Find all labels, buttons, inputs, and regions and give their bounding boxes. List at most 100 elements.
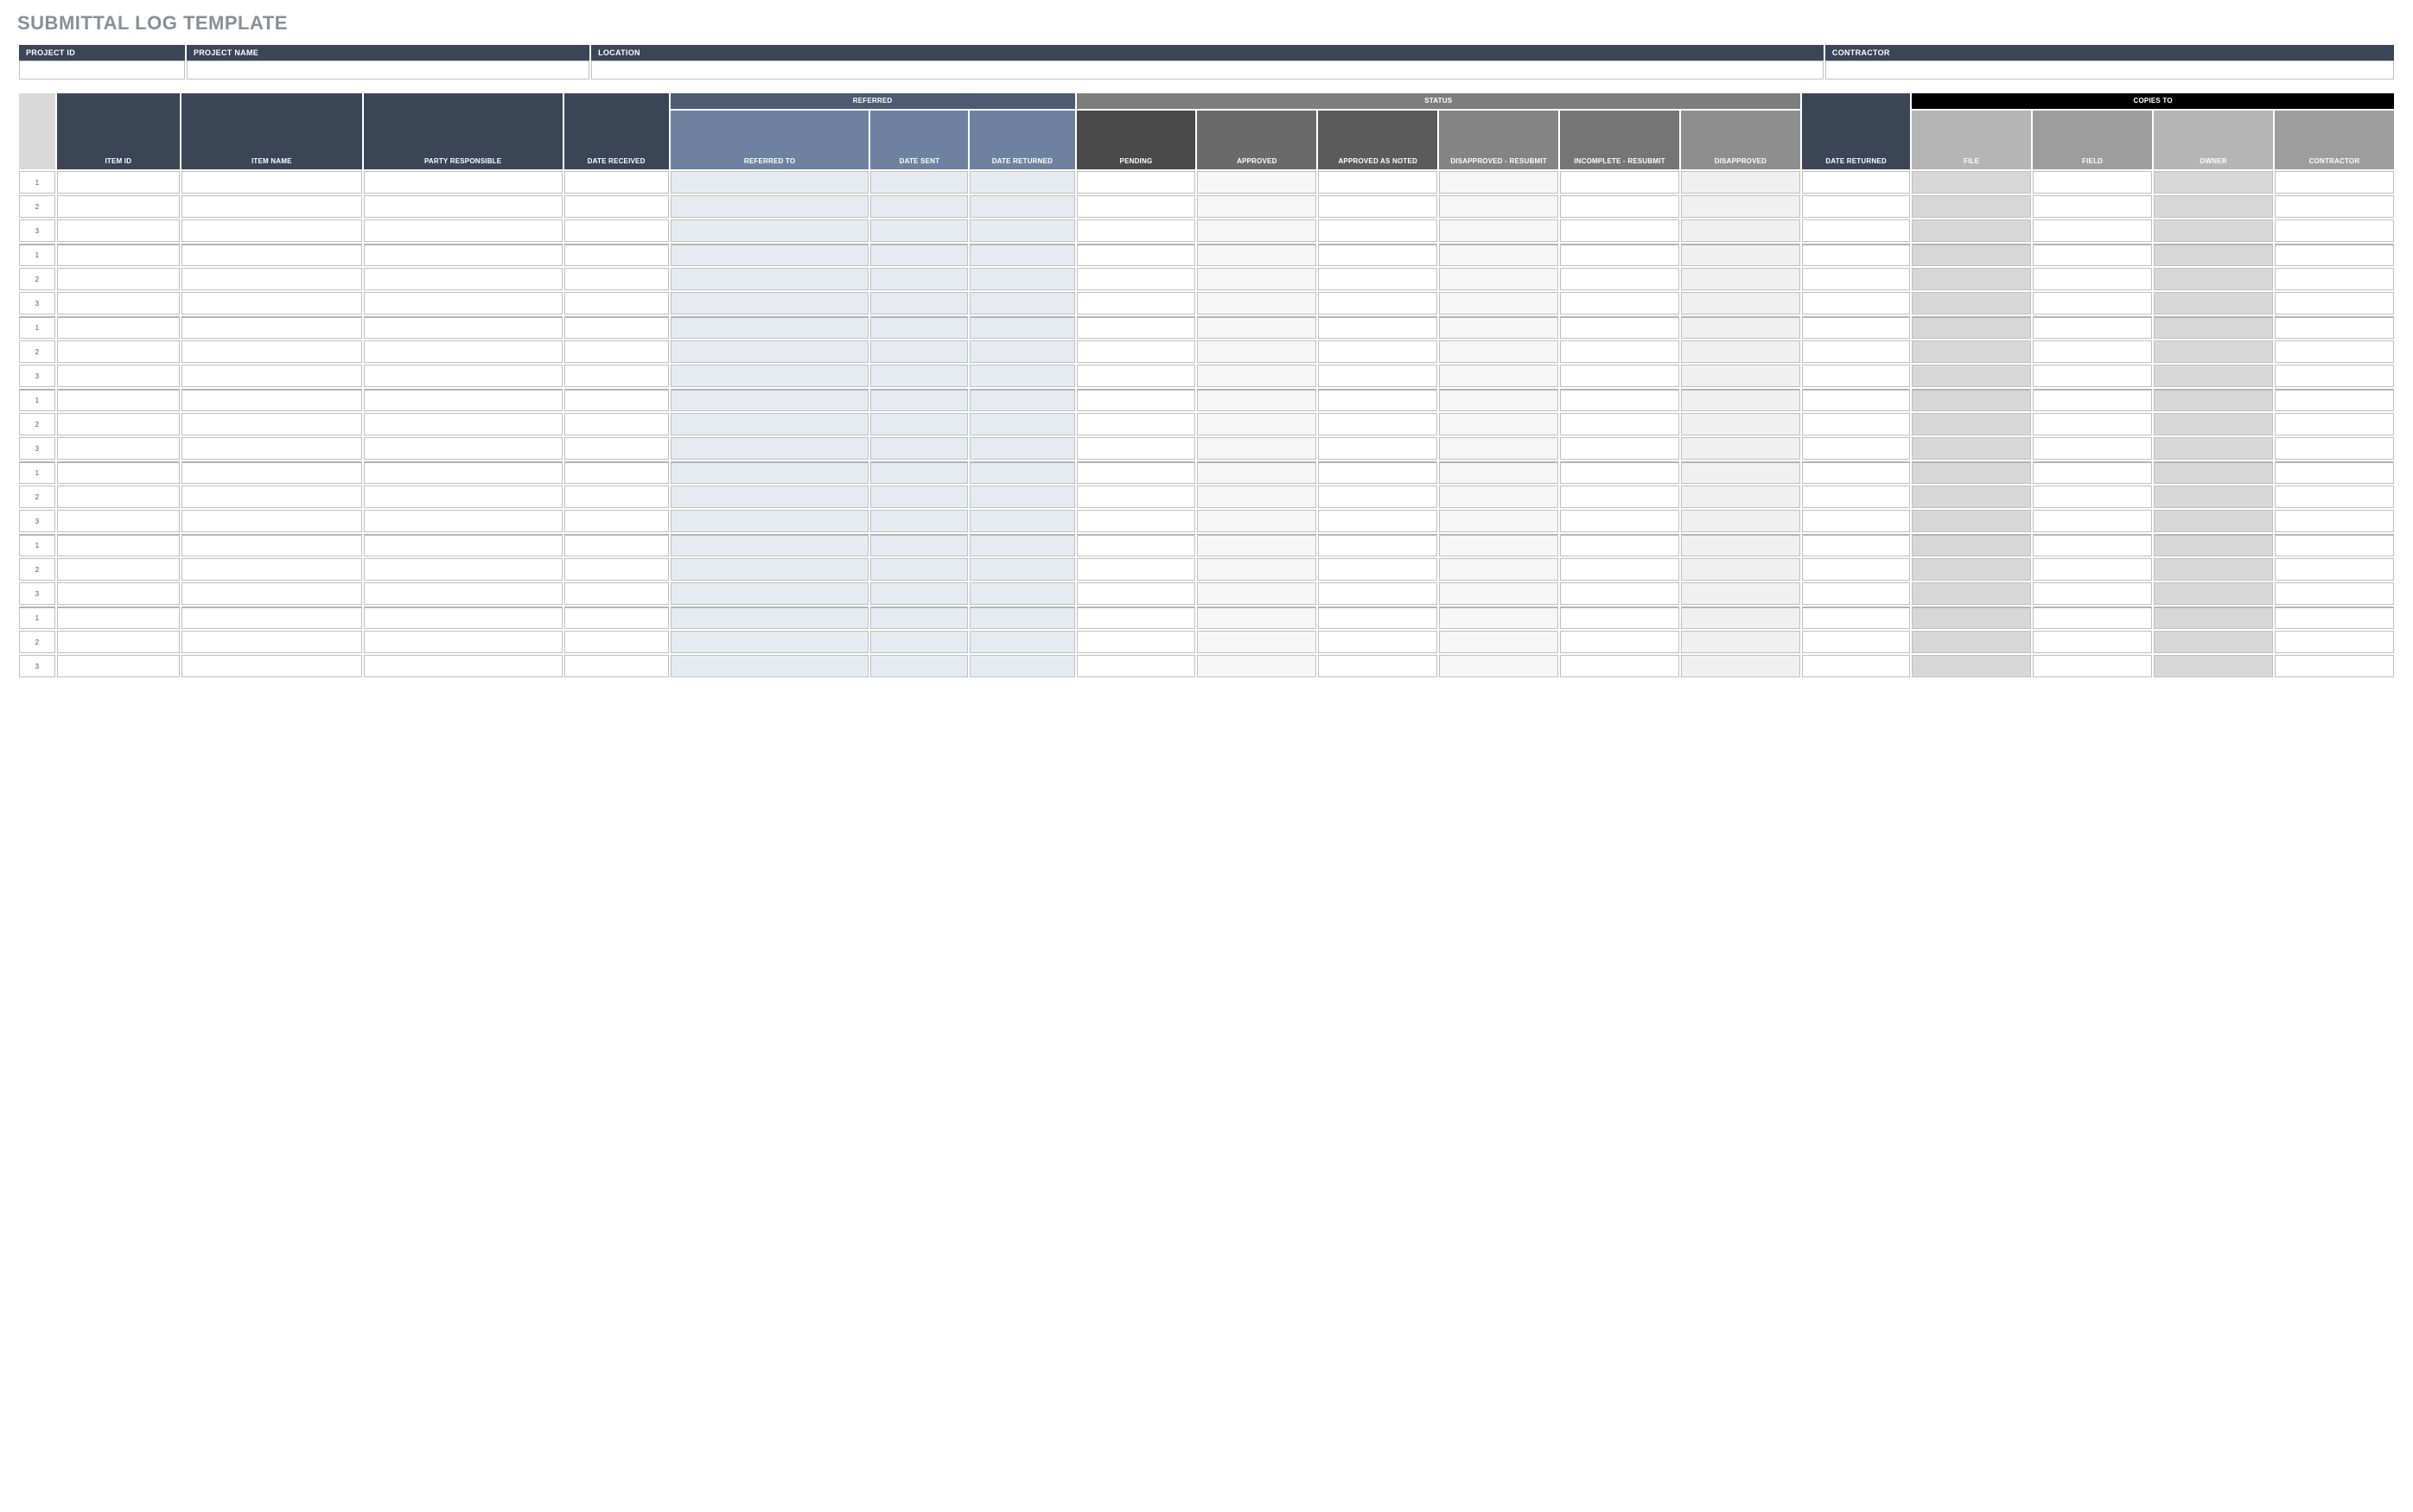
cell-date_returned[interactable]: [1802, 316, 1910, 339]
cell-disapp_resub[interactable]: [1439, 195, 1558, 218]
cell-item_name[interactable]: [181, 219, 362, 242]
cell-owner[interactable]: [2154, 365, 2273, 387]
cell-field[interactable]: [2033, 413, 2152, 435]
cell-item_id[interactable]: [57, 631, 180, 653]
cell-approved[interactable]: [1197, 631, 1316, 653]
cell-owner[interactable]: [2154, 486, 2273, 508]
cell-disapp_resub[interactable]: [1439, 389, 1558, 411]
cell-approved[interactable]: [1197, 171, 1316, 194]
cell-field[interactable]: [2033, 607, 2152, 629]
cell-field[interactable]: [2033, 171, 2152, 194]
cell-pending[interactable]: [1077, 486, 1196, 508]
cell-owner[interactable]: [2154, 219, 2273, 242]
cell-file[interactable]: [1912, 655, 2031, 677]
cell-approved_noted[interactable]: [1318, 582, 1437, 605]
cell-owner[interactable]: [2154, 292, 2273, 314]
info-value-location[interactable]: [591, 60, 1824, 79]
cell-field[interactable]: [2033, 268, 2152, 290]
cell-approved_noted[interactable]: [1318, 510, 1437, 532]
cell-incomp_resub[interactable]: [1560, 219, 1679, 242]
cell-c_contractor[interactable]: [2275, 365, 2394, 387]
cell-pending[interactable]: [1077, 316, 1196, 339]
cell-item_id[interactable]: [57, 582, 180, 605]
cell-approved[interactable]: [1197, 244, 1316, 266]
cell-item_name[interactable]: [181, 268, 362, 290]
cell-approved[interactable]: [1197, 365, 1316, 387]
cell-incomp_resub[interactable]: [1560, 365, 1679, 387]
cell-date_sent[interactable]: [870, 461, 968, 484]
cell-date_sent[interactable]: [870, 244, 968, 266]
cell-disapproved[interactable]: [1681, 437, 1800, 460]
cell-date_sent[interactable]: [870, 171, 968, 194]
cell-date_sent[interactable]: [870, 316, 968, 339]
cell-disapp_resub[interactable]: [1439, 486, 1558, 508]
cell-field[interactable]: [2033, 195, 2152, 218]
cell-field[interactable]: [2033, 461, 2152, 484]
cell-disapp_resub[interactable]: [1439, 219, 1558, 242]
cell-approved_noted[interactable]: [1318, 413, 1437, 435]
cell-pending[interactable]: [1077, 461, 1196, 484]
cell-disapproved[interactable]: [1681, 413, 1800, 435]
cell-pending[interactable]: [1077, 389, 1196, 411]
cell-item_name[interactable]: [181, 437, 362, 460]
cell-date_returned[interactable]: [1802, 171, 1910, 194]
cell-item_name[interactable]: [181, 558, 362, 581]
cell-date_returned[interactable]: [1802, 558, 1910, 581]
cell-item_id[interactable]: [57, 219, 180, 242]
cell-referred_to[interactable]: [671, 219, 869, 242]
cell-disapproved[interactable]: [1681, 461, 1800, 484]
cell-incomp_resub[interactable]: [1560, 582, 1679, 605]
cell-party[interactable]: [364, 607, 563, 629]
cell-c_contractor[interactable]: [2275, 340, 2394, 363]
cell-party[interactable]: [364, 437, 563, 460]
cell-date_received[interactable]: [564, 171, 669, 194]
cell-item_name[interactable]: [181, 582, 362, 605]
cell-pending[interactable]: [1077, 244, 1196, 266]
cell-disapp_resub[interactable]: [1439, 413, 1558, 435]
cell-referred_to[interactable]: [671, 631, 869, 653]
cell-c_contractor[interactable]: [2275, 413, 2394, 435]
cell-c_contractor[interactable]: [2275, 244, 2394, 266]
cell-date_returned[interactable]: [1802, 534, 1910, 556]
cell-incomp_resub[interactable]: [1560, 510, 1679, 532]
cell-party[interactable]: [364, 461, 563, 484]
cell-incomp_resub[interactable]: [1560, 316, 1679, 339]
cell-field[interactable]: [2033, 244, 2152, 266]
cell-date_received[interactable]: [564, 413, 669, 435]
cell-file[interactable]: [1912, 437, 2031, 460]
cell-item_name[interactable]: [181, 461, 362, 484]
cell-date_received[interactable]: [564, 607, 669, 629]
cell-date_sent[interactable]: [870, 534, 968, 556]
cell-referred_to[interactable]: [671, 171, 869, 194]
cell-c_contractor[interactable]: [2275, 437, 2394, 460]
cell-date_returned[interactable]: [1802, 195, 1910, 218]
cell-approved_noted[interactable]: [1318, 340, 1437, 363]
cell-party[interactable]: [364, 195, 563, 218]
cell-item_id[interactable]: [57, 171, 180, 194]
cell-date_returned_r[interactable]: [970, 486, 1074, 508]
cell-referred_to[interactable]: [671, 558, 869, 581]
cell-pending[interactable]: [1077, 413, 1196, 435]
cell-date_sent[interactable]: [870, 413, 968, 435]
cell-referred_to[interactable]: [671, 292, 869, 314]
cell-c_contractor[interactable]: [2275, 268, 2394, 290]
cell-field[interactable]: [2033, 365, 2152, 387]
cell-approved[interactable]: [1197, 413, 1316, 435]
cell-incomp_resub[interactable]: [1560, 558, 1679, 581]
cell-pending[interactable]: [1077, 534, 1196, 556]
cell-date_returned_r[interactable]: [970, 461, 1074, 484]
cell-date_returned_r[interactable]: [970, 365, 1074, 387]
cell-referred_to[interactable]: [671, 437, 869, 460]
cell-disapproved[interactable]: [1681, 631, 1800, 653]
cell-party[interactable]: [364, 486, 563, 508]
cell-date_returned_r[interactable]: [970, 534, 1074, 556]
cell-date_returned_r[interactable]: [970, 510, 1074, 532]
cell-field[interactable]: [2033, 340, 2152, 363]
cell-referred_to[interactable]: [671, 461, 869, 484]
cell-c_contractor[interactable]: [2275, 534, 2394, 556]
cell-owner[interactable]: [2154, 558, 2273, 581]
cell-incomp_resub[interactable]: [1560, 486, 1679, 508]
cell-approved_noted[interactable]: [1318, 195, 1437, 218]
cell-date_returned_r[interactable]: [970, 171, 1074, 194]
cell-party[interactable]: [364, 582, 563, 605]
